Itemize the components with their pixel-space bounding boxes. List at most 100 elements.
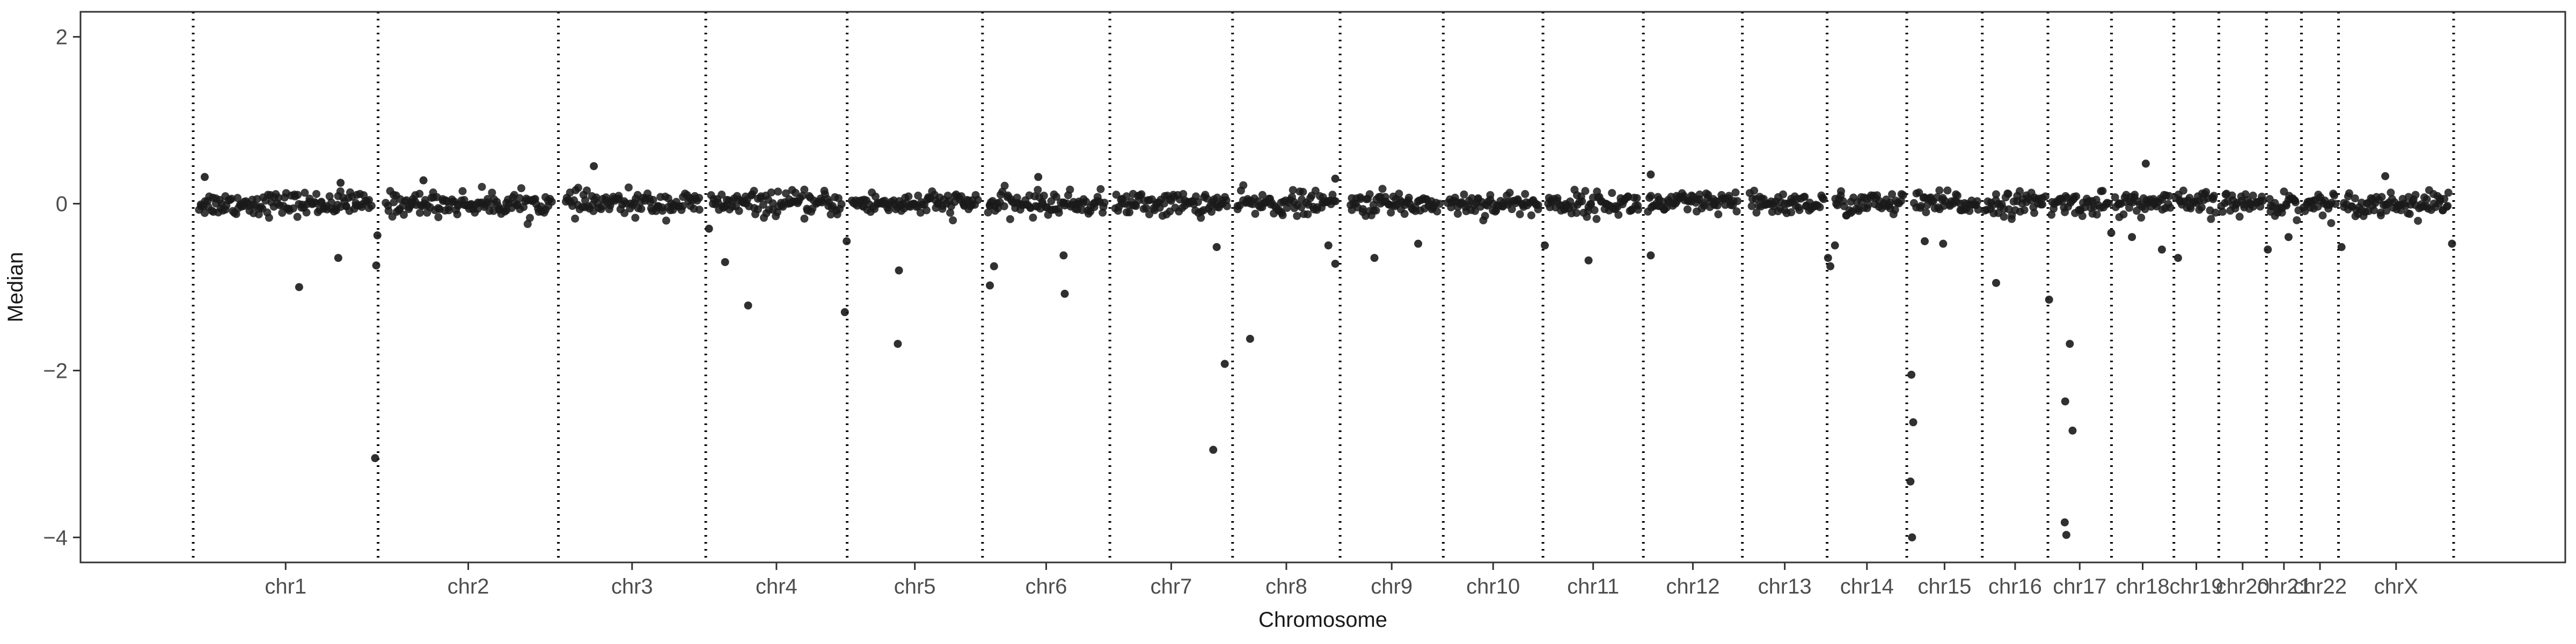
data-point — [2351, 194, 2359, 203]
data-point — [759, 201, 767, 209]
x-tick-label-chr12: chr12 — [1666, 575, 1719, 598]
data-point — [582, 186, 591, 195]
data-point — [1486, 191, 1495, 199]
data-point — [1553, 194, 1562, 202]
data-point — [2219, 208, 2227, 216]
x-tick-label-chr1: chr1 — [265, 575, 306, 598]
data-points — [195, 159, 2456, 541]
data-point-outlier — [295, 283, 303, 291]
data-point-outlier — [1414, 239, 1423, 248]
data-point — [2197, 203, 2206, 211]
data-point — [1935, 186, 1944, 195]
data-point — [415, 189, 424, 198]
data-point-outlier — [2284, 233, 2293, 241]
data-point — [1527, 211, 1535, 219]
data-point — [800, 214, 809, 223]
x-tick-label-chr17: chr17 — [2053, 575, 2106, 598]
data-point-outlier — [705, 224, 713, 233]
data-point-outlier — [373, 231, 382, 240]
data-point — [1899, 191, 1907, 200]
data-point — [458, 187, 467, 195]
data-point-outlier — [590, 162, 598, 171]
data-point — [871, 192, 880, 201]
data-point — [1507, 205, 1516, 214]
data-point-outlier — [2448, 239, 2456, 248]
data-point — [1453, 209, 1462, 218]
data-point — [922, 206, 931, 215]
data-point — [2411, 191, 2420, 199]
data-point — [1714, 210, 1723, 218]
data-point — [1223, 202, 1231, 210]
x-tick-label-chr8: chr8 — [1265, 575, 1307, 598]
y-axis: −4 −2 0 2 — [43, 26, 80, 550]
data-point — [1816, 203, 1824, 211]
data-point — [253, 195, 261, 203]
data-point-outlier — [2061, 397, 2069, 406]
data-point-outlier — [1246, 334, 1254, 343]
data-point-outlier — [200, 173, 209, 181]
data-point — [1750, 186, 1759, 195]
data-point — [2423, 195, 2431, 203]
data-point — [2387, 188, 2395, 197]
data-point — [1365, 190, 1374, 199]
x-tick-label-chr9: chr9 — [1371, 575, 1413, 598]
y-tick-label: −4 — [43, 526, 68, 550]
data-point — [1378, 185, 1387, 193]
data-point — [581, 196, 589, 204]
data-point — [750, 187, 758, 195]
data-point-outlier — [990, 262, 998, 270]
data-point — [1299, 188, 1307, 196]
data-point — [547, 197, 556, 206]
data-point-outlier — [334, 254, 342, 262]
data-point — [1055, 208, 1063, 217]
data-point — [265, 214, 273, 222]
data-point — [517, 184, 525, 193]
data-point — [1137, 190, 1146, 199]
data-point — [2249, 192, 2257, 200]
data-point — [1795, 206, 1804, 214]
data-point — [767, 188, 775, 197]
data-point-outlier — [744, 301, 752, 310]
data-point-outlier — [1331, 259, 1340, 268]
data-point — [1833, 201, 1842, 209]
data-point — [2004, 189, 2012, 198]
data-point-outlier — [2381, 172, 2390, 180]
data-point — [1395, 189, 1403, 198]
data-point — [1592, 215, 1601, 223]
x-tick-label-chr16: chr16 — [1988, 575, 2042, 598]
data-point — [2405, 210, 2414, 218]
data-point — [637, 204, 646, 213]
data-point — [2004, 205, 2013, 214]
data-point-outlier — [1908, 533, 1916, 541]
data-point — [1683, 205, 1692, 214]
data-point — [2440, 195, 2449, 203]
data-point-outlier — [843, 237, 851, 245]
data-point-outlier — [840, 308, 849, 317]
y-tick-label: −2 — [43, 359, 68, 383]
data-point-outlier — [721, 258, 729, 266]
x-tick-label-chr21: chr21 — [2257, 575, 2311, 598]
y-axis-title: Median — [4, 252, 27, 322]
data-point — [1258, 191, 1267, 199]
data-point — [289, 204, 297, 213]
data-point — [2015, 187, 2024, 195]
data-point-outlier — [1646, 251, 1655, 260]
data-point — [2038, 200, 2047, 209]
data-point — [1471, 207, 1480, 215]
data-point-outlier — [1909, 418, 1918, 427]
data-point-outlier — [419, 176, 428, 185]
data-point — [384, 207, 393, 215]
data-point — [325, 192, 334, 201]
x-tick-label-chrX: chrX — [2374, 575, 2418, 598]
data-point — [2369, 206, 2378, 215]
data-point — [399, 210, 408, 219]
data-point — [301, 188, 309, 197]
data-point-outlier — [2062, 531, 2070, 539]
data-point — [293, 213, 302, 221]
data-point-outlier — [2128, 233, 2136, 241]
data-point — [1836, 187, 1845, 195]
x-tick-label-chr20: chr20 — [2216, 575, 2270, 598]
data-point — [1122, 192, 1131, 201]
data-point — [1433, 207, 1441, 216]
